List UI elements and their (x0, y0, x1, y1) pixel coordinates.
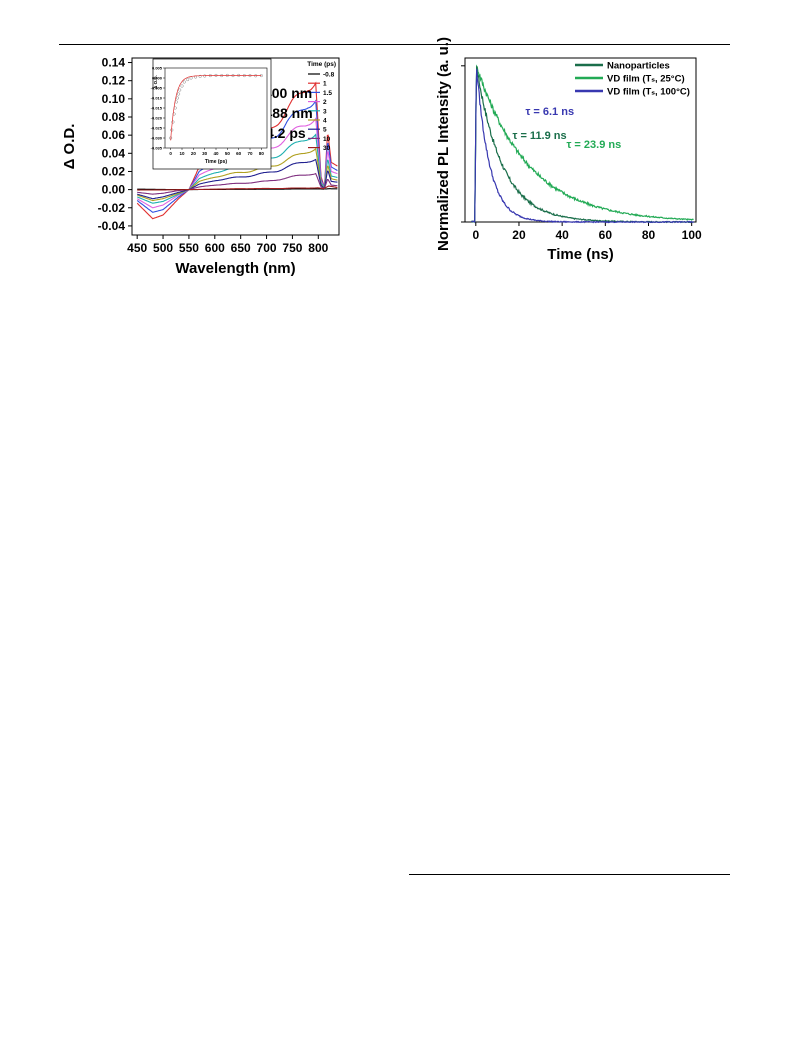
x-tick-label: 20 (512, 228, 526, 242)
y-tick-label: 0.12 (102, 74, 126, 88)
x-tick-label: 100 (682, 228, 702, 242)
legend-label: 2 (323, 99, 327, 106)
x-tick-label: 600 (205, 241, 225, 255)
inset-y-tick-label: -0.015 (151, 106, 163, 111)
page-top-rule (59, 44, 730, 45)
inset-y-tick-label: -0.020 (151, 116, 163, 121)
legend-title: Time (ps) (307, 61, 336, 68)
transient-absorption-chart: 450 500 550 600 650 700 750 800-0.04-0.020.000.… (61, 56, 340, 277)
inset-x-tick-label: 40 (213, 151, 219, 156)
inset-x-tick-label: 10 (179, 151, 185, 156)
y-tick-label: -0.04 (98, 219, 126, 233)
legend: Nanoparticles VD film (Tₛ, 25°C) VD film (… (575, 61, 690, 98)
x-tick-label: 550 (179, 241, 199, 255)
y-tick-label: 0.06 (102, 128, 126, 142)
inset-y-tick-label: -0.025 (151, 126, 163, 131)
inset-y-tick-label: 0.005 (152, 66, 163, 71)
x-tick-label: 60 (599, 228, 613, 242)
x-tick-label: 650 (231, 241, 251, 255)
tau-label-1: τ = 23.9 ns (566, 139, 621, 151)
inset-y-tick-label: -0.030 (151, 136, 163, 141)
legend-label: 10 (323, 136, 331, 143)
tau-label-2: τ = 6.1 ns (525, 106, 574, 118)
x-tick-label: 40 (555, 228, 569, 242)
series-line-6 (137, 158, 338, 200)
legend-label: 1 (323, 81, 327, 88)
y-tick-label: 0.14 (102, 56, 126, 70)
inset-fit-line (170, 75, 262, 141)
inset-point (198, 74, 202, 78)
inset-y-axis-title: Δ O.D. (153, 75, 158, 89)
inset-x-axis-title: Time (ps) (205, 159, 227, 165)
series-line-8 (137, 185, 338, 191)
y-tick-label: 0.00 (102, 183, 126, 197)
x-tick-label: 700 (257, 241, 277, 255)
legend-label: 5 (323, 127, 327, 134)
x-tick-label: 800 (308, 241, 328, 255)
legend-label: 1.5 (323, 90, 332, 97)
inset-x-tick-label: 0 (169, 151, 172, 156)
inset-point (175, 96, 180, 100)
legend-label: VD film (Tₛ, 100°C) (607, 87, 690, 98)
inset-x-tick-label: 20 (191, 151, 197, 156)
series-line-2 (471, 68, 695, 224)
inset-point (172, 112, 176, 116)
x-tick-label: 500 (153, 241, 173, 255)
inset-point (171, 120, 175, 124)
x-tick-label: 450 (127, 241, 147, 255)
y-tick-label: 0.04 (102, 146, 126, 160)
inset-point (177, 92, 181, 96)
pl-decay-chart: 0 20 40 60 80 100 Time (ns) Normalized PL Inten… (435, 37, 702, 263)
series-line-1 (471, 64, 694, 223)
inset-x-tick-label: 50 (225, 151, 231, 156)
y-tick-label: 0.02 (102, 164, 126, 178)
y-axis-title: Δ O.D. (61, 124, 78, 170)
inset-y-tick-label: -0.035 (151, 146, 163, 151)
legend-label: 4 (323, 118, 327, 125)
inset-point (182, 80, 186, 84)
y-tick-label: 0.10 (102, 92, 126, 106)
legend-label: Nanoparticles (607, 61, 670, 72)
x-tick-label: 80 (642, 228, 656, 242)
x-axis-title: Wavelength (nm) (175, 260, 295, 277)
y-tick-label: -0.02 (98, 201, 126, 215)
series-line-5 (137, 147, 338, 202)
inset-x-tick-label: 80 (259, 151, 265, 156)
plot-frame (131, 57, 340, 236)
legend-label: -0.8 (323, 72, 335, 79)
inset-point (180, 84, 184, 88)
y-tick-label: 0.08 (102, 110, 126, 124)
legend-label: 30 (323, 145, 331, 152)
x-tick-label: 0 (472, 228, 479, 242)
inset-x-tick-label: 60 (236, 151, 242, 156)
series-line-7 (137, 172, 338, 195)
inset-y-tick-label: 0.000 (152, 76, 163, 81)
legend: Time (ps) -0.8 1 1.5 2 3 4 5 10 30 (307, 61, 336, 152)
footnote-rule (409, 874, 730, 875)
inset-x-tick-label: 30 (202, 151, 208, 156)
inset-y-tick-label: -0.005 (151, 86, 163, 91)
y-axis-title: Normalized PL Intensity (a. u.) (435, 37, 452, 251)
inset-x-tick-label: 70 (247, 151, 253, 156)
legend-label: 3 (323, 108, 327, 115)
tau-label-0: τ = 11.9 ns (512, 130, 566, 142)
legend-label: VD film (Tₛ, 25°C) (607, 74, 685, 85)
inset-point (178, 88, 182, 92)
inset-point (186, 78, 190, 82)
x-axis-title: Time (ns) (547, 246, 613, 263)
inset-y-tick-label: -0.010 (151, 96, 163, 101)
x-tick-label: 750 (282, 241, 302, 255)
